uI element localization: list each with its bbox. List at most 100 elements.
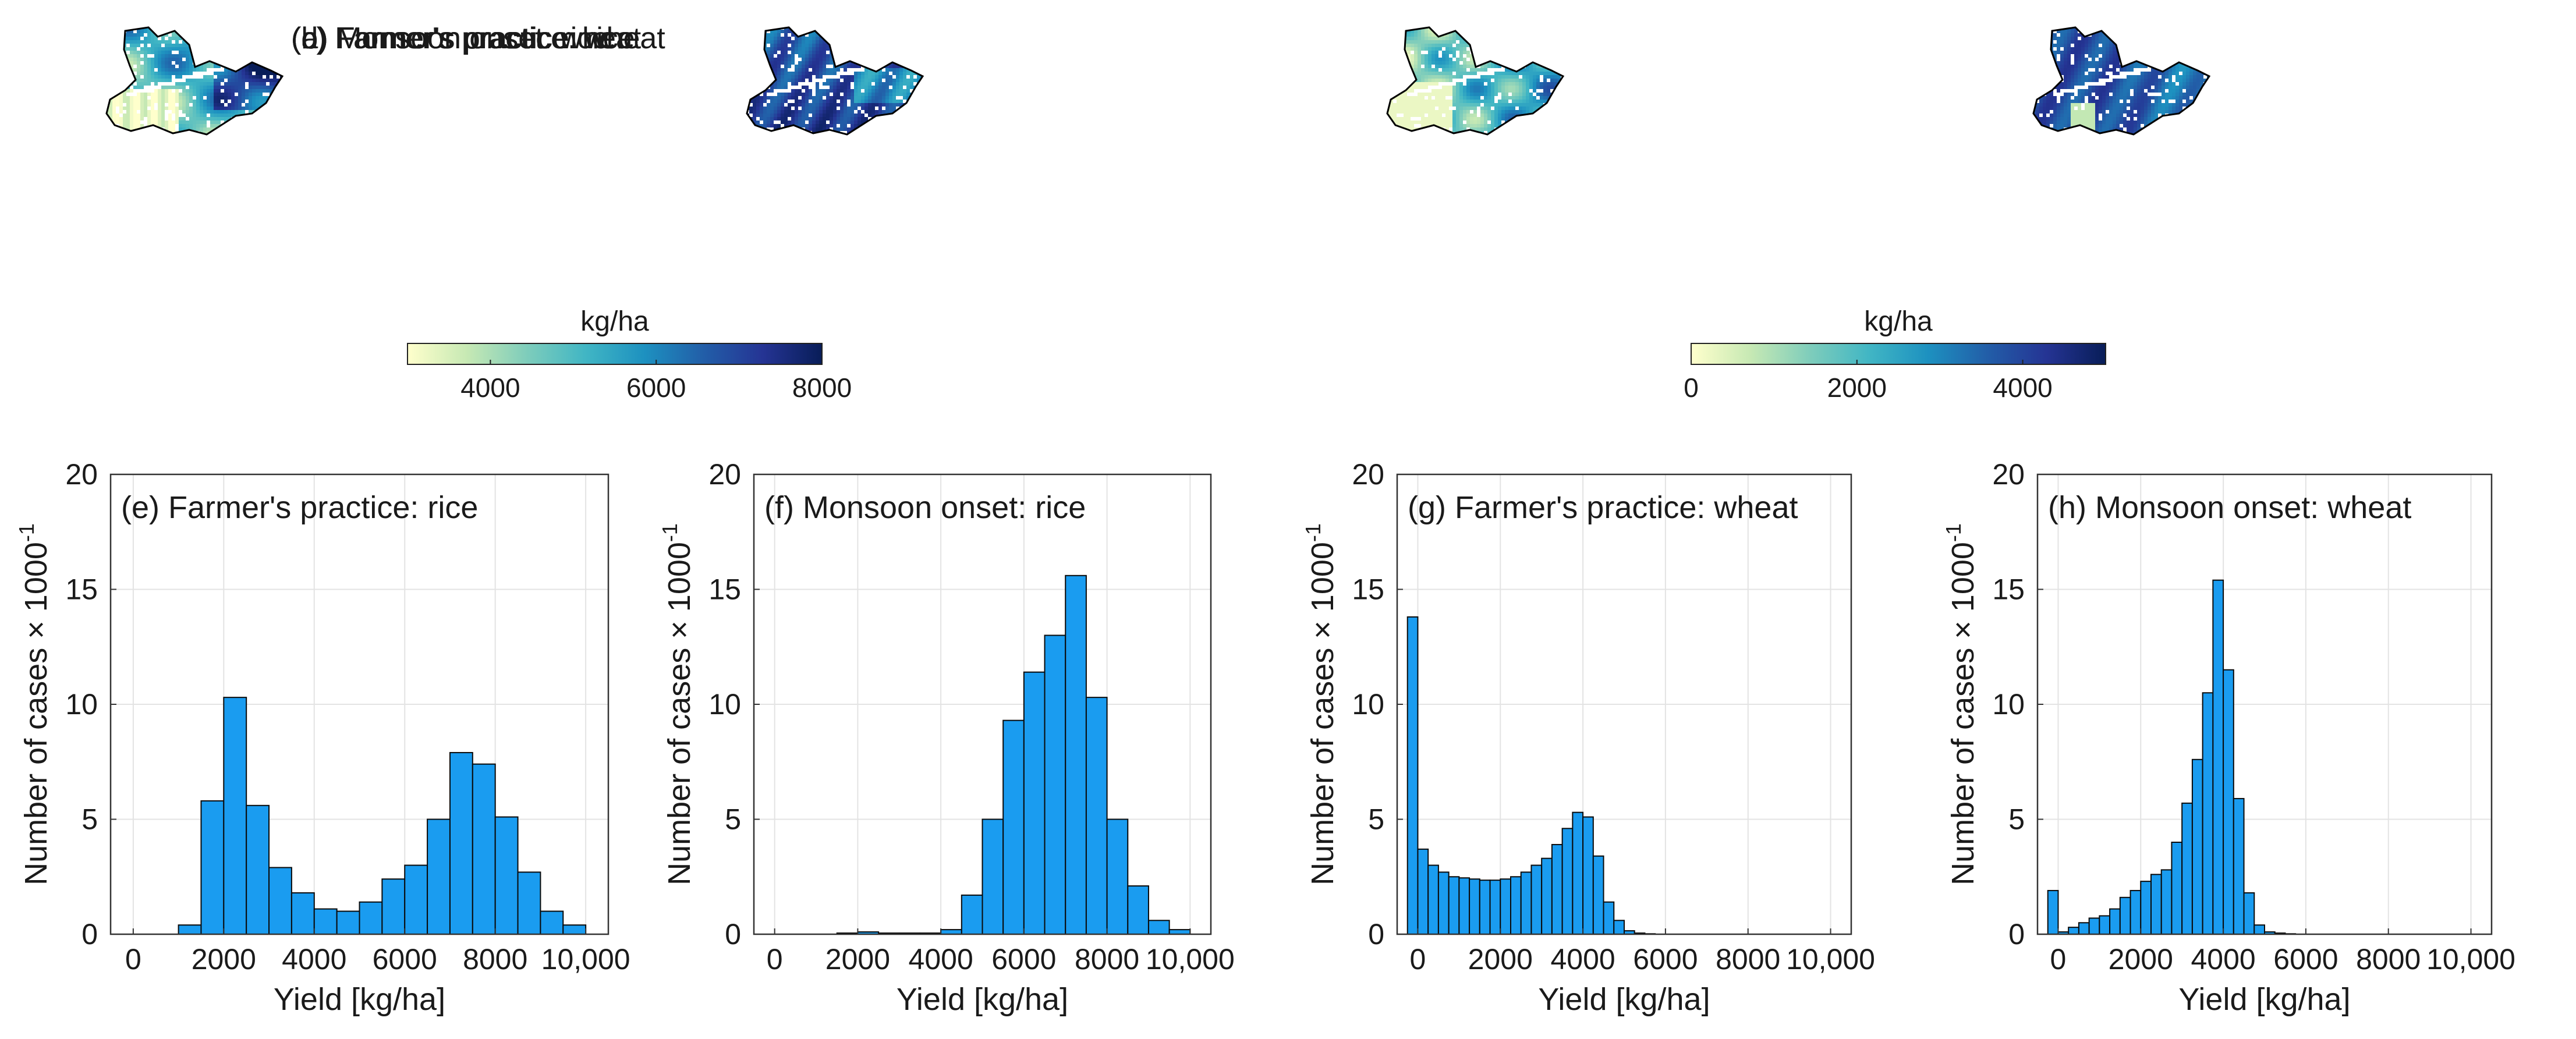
histogram-bar — [2253, 924, 2265, 935]
histogram-bar — [1500, 878, 1511, 935]
x-tick-label: 8000 — [463, 943, 527, 976]
histogram-bar — [2140, 881, 2152, 935]
histogram-bar — [2099, 915, 2111, 935]
histogram-bar — [1530, 864, 1543, 935]
histogram-bar — [1085, 697, 1108, 935]
colorbar-tick-label: 4000 — [460, 373, 520, 403]
histogram-bar — [2171, 842, 2183, 935]
histogram-bar — [2088, 917, 2100, 935]
histogram-bar — [2223, 669, 2234, 935]
y-tick-label: 10 — [1352, 688, 1384, 721]
x-tick-label: 4000 — [2191, 943, 2255, 976]
y-axis-label: Number of cases × 1000-1 — [15, 523, 54, 885]
chart-title: (h) Monsoon onset: wheat — [2048, 490, 2411, 525]
region-outline — [2032, 26, 2211, 136]
x-tick-label: 10,000 — [2426, 943, 2515, 976]
histogram-bar — [1469, 878, 1480, 935]
y-tick-label: 15 — [708, 573, 741, 606]
maps-layer: (a) Farmer's practice: rice(b) Monsoon o… — [105, 22, 2211, 136]
histogram-3: 0 2000 4000 6000 8000 10,000 0 5 10 15 20 (h) Monso… — [1941, 458, 2515, 1017]
x-tick-label: 10,000 — [541, 943, 630, 976]
map-title: (c) Farmer's practice: wheat — [291, 22, 665, 55]
histogram-bar — [427, 818, 451, 935]
y-tick-label: 15 — [65, 573, 98, 606]
histogram-bar — [1427, 864, 1439, 935]
histogram-bar — [961, 894, 983, 935]
region-outline — [105, 26, 284, 136]
y-axis-label: Number of cases × 1000-1 — [658, 523, 697, 885]
chart-title: (e) Farmer's practice: rice — [121, 490, 478, 525]
x-tick-label: 2000 — [1468, 943, 1533, 976]
histogram-bar — [200, 800, 225, 935]
histogram-bar — [449, 751, 473, 935]
x-tick-label: 10,000 — [1146, 943, 1235, 976]
x-tick-label: 8000 — [1075, 943, 1139, 976]
histogram-bar — [1002, 719, 1025, 935]
histogram-bar — [1510, 876, 1522, 935]
histogram-bar — [1147, 920, 1170, 935]
x-tick-label: 0 — [767, 943, 783, 976]
histogram-bar — [1023, 671, 1046, 935]
x-tick-label: 2000 — [192, 943, 256, 976]
histogram-bar — [1448, 876, 1460, 935]
x-tick-label: 8000 — [1716, 943, 1780, 976]
colorbar-0: kg/ha 4000 6000 8000 — [407, 306, 852, 403]
x-tick-label: 6000 — [1633, 943, 1698, 976]
histogram-bar — [1551, 843, 1563, 935]
histogram-bar — [1489, 880, 1501, 935]
histogram-bar — [1479, 880, 1491, 935]
histogram-bar — [2243, 892, 2255, 935]
chart-title: (f) Monsoon onset: rice — [764, 490, 1086, 525]
histogram-bar — [404, 864, 428, 935]
histogram-bar — [2191, 758, 2203, 935]
x-axis-label: Yield [kg/ha] — [2178, 982, 2350, 1017]
colorbar-tick-label: 2000 — [1827, 373, 1887, 403]
histogram-bar — [1582, 816, 1594, 935]
y-tick-label: 15 — [1992, 573, 2025, 606]
histogram-bar — [1406, 616, 1419, 935]
x-tick-label: 0 — [1410, 943, 1426, 976]
y-tick-label: 15 — [1352, 573, 1384, 606]
x-tick-label: 2000 — [825, 943, 890, 976]
x-tick-label: 6000 — [2273, 943, 2338, 976]
histogram-bar — [1541, 857, 1553, 935]
histogram-bar — [336, 910, 360, 935]
y-tick-label: 10 — [65, 688, 98, 721]
histogram-bar — [2109, 908, 2121, 935]
x-tick-label: 4000 — [282, 943, 346, 976]
histogram-2: 0 2000 4000 6000 8000 10,000 0 5 10 15 20 (g) Farme… — [1301, 458, 1875, 1017]
y-tick-label: 20 — [1352, 458, 1384, 491]
y-tick-label: 5 — [82, 803, 98, 836]
histogram-bar — [2047, 889, 2059, 935]
histogram-bar — [1044, 634, 1066, 935]
x-tick-label: 8000 — [2356, 943, 2421, 976]
histogram-bar — [1561, 828, 1574, 935]
histogram-bar — [1572, 811, 1584, 935]
colorbar-label: kg/ha — [1864, 306, 1933, 337]
y-tick-label: 20 — [1992, 458, 2025, 491]
histogram-bar — [2160, 869, 2173, 935]
y-tick-label: 10 — [1992, 688, 2025, 721]
x-axis-label: Yield [kg/ha] — [897, 982, 1068, 1017]
histogram-bar — [472, 763, 496, 935]
histogram-bar — [1520, 871, 1532, 935]
colorbars-layer: kg/ha 4000 6000 8000 kg/ha 0 2000 4000 — [407, 306, 2106, 403]
map-panel-wheat-monsoon: (d) Monsoon onset: wheat — [291, 22, 2211, 136]
histogram-bar — [2150, 874, 2162, 935]
x-tick-label: 10,000 — [1786, 943, 1875, 976]
colorbar-gradient — [1691, 343, 2106, 365]
histogram-bar — [1106, 818, 1129, 935]
colorbar-gradient — [407, 343, 823, 365]
histogram-bar — [268, 867, 292, 935]
region-outline — [1386, 26, 1565, 136]
histogram-bar — [2181, 802, 2193, 935]
histogram-bar — [2212, 579, 2224, 935]
x-tick-label: 4000 — [1550, 943, 1615, 976]
colorbar-1: kg/ha 0 2000 4000 — [1684, 306, 2106, 403]
x-axis-label: Yield [kg/ha] — [1538, 982, 1710, 1017]
colorbar-tick-label: 8000 — [792, 373, 852, 403]
histogram-bar — [2129, 889, 2142, 935]
y-tick-label: 5 — [2008, 803, 2025, 836]
